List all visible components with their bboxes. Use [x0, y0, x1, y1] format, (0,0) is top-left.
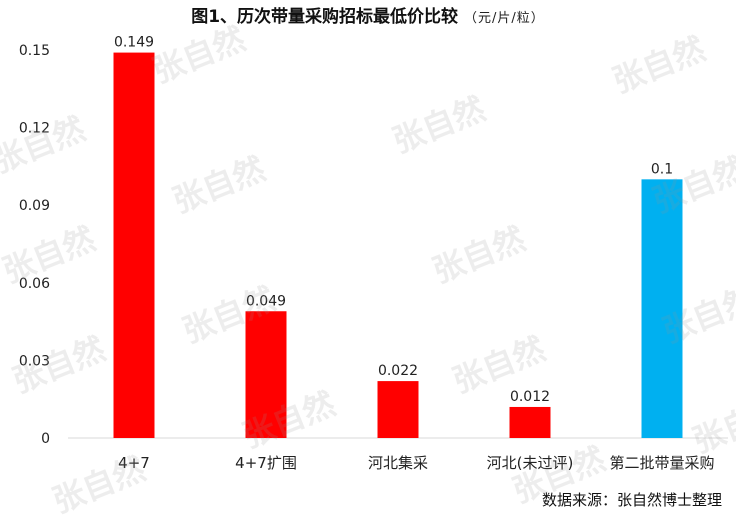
bar: [641, 179, 683, 439]
source-note: 数据来源：张自然博士整理: [541, 491, 722, 509]
y-tick-label: 0.09: [19, 198, 50, 214]
data-label: 0.049: [246, 293, 286, 309]
bar: [377, 381, 419, 438]
x-axis-ticks: 4+7 4+7扩围 河北集采 河北(未过评) 第二批带量采购: [118, 454, 714, 472]
x-tick-label: 第二批带量采购: [609, 454, 714, 472]
bar: [245, 311, 287, 438]
data-label: 0.149: [114, 35, 154, 51]
data-label: 0.022: [378, 363, 418, 379]
bar-series: [113, 52, 683, 439]
y-tick-label: 0.03: [19, 353, 50, 369]
data-label: 0.012: [510, 389, 550, 405]
data-label: 0.1: [651, 161, 673, 177]
y-tick-label: 0: [41, 431, 50, 447]
y-tick-label: 0.12: [19, 121, 50, 137]
chart-title-block: 图1、历次带量采购招标最低价比较 （元/片/粒）: [0, 2, 736, 27]
data-labels: 0.149 0.049 0.022 0.012 0.1: [114, 35, 673, 405]
chart-unit: （元/片/粒）: [464, 11, 545, 26]
chart-title: 图1、历次带量采购招标最低价比较: [191, 7, 459, 27]
x-tick-label: 4+7: [118, 454, 150, 472]
x-tick-label: 4+7扩围: [235, 454, 297, 472]
bar: [113, 52, 155, 438]
y-tick-label: 0.15: [19, 43, 50, 59]
x-tick-label: 河北(未过评): [487, 454, 574, 472]
y-tick-label: 0.06: [19, 276, 50, 292]
x-tick-label: 河北集采: [368, 454, 428, 472]
y-axis-ticks: 0 0.03 0.06 0.09 0.12 0.15: [19, 43, 50, 447]
bar: [509, 406, 551, 438]
